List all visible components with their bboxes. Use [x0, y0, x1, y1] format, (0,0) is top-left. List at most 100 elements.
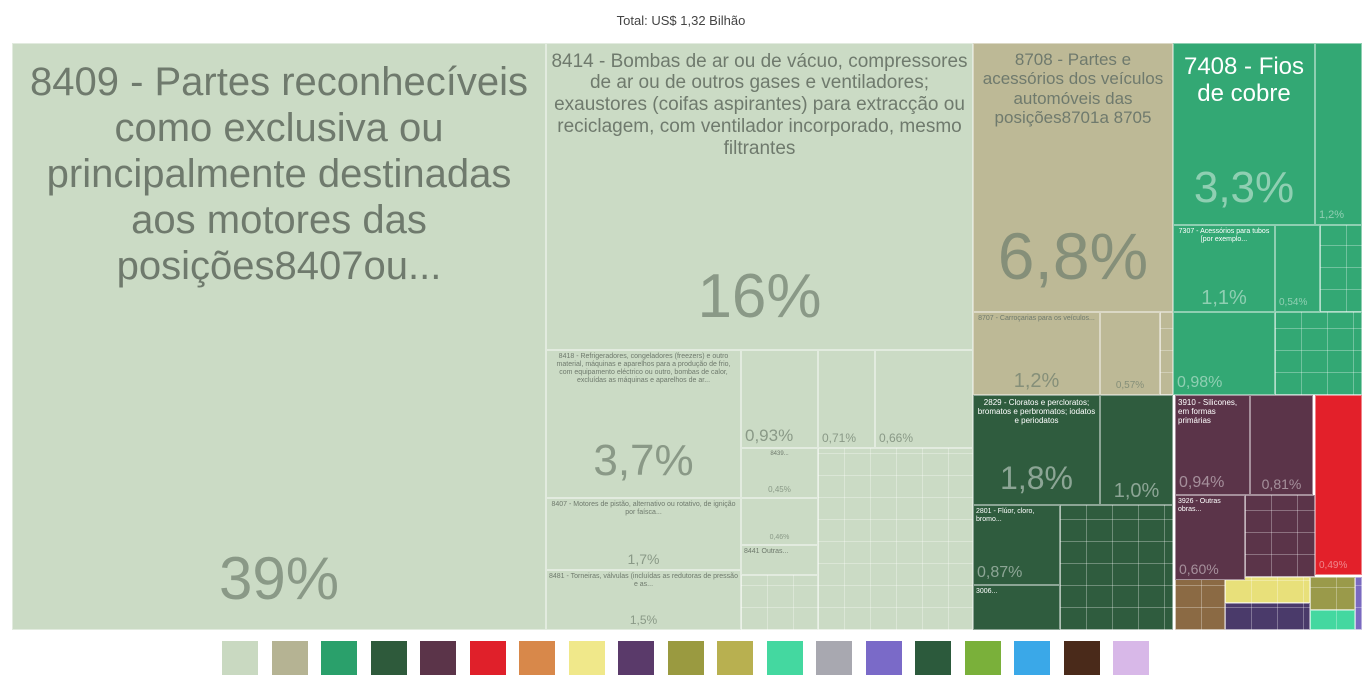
tile-label: 8409 - Partes reconhecíveis como exclusi…	[29, 60, 529, 288]
tile: 8407 - Motores de pistão, alternativo ou…	[546, 498, 741, 570]
tile: 8441 Outras...	[741, 545, 818, 575]
tile: 7307 - Acessórios para tubos [por exempl…	[1173, 225, 1275, 312]
tile-value-label: 0,94%	[1179, 474, 1225, 491]
tile: 8439... 0,45%	[741, 448, 818, 498]
small-tiles	[741, 575, 818, 630]
tile: 0,93%	[741, 350, 818, 448]
category-icon[interactable]	[766, 641, 803, 675]
tile-label: 8708 - Partes e acessórios dos veículos …	[982, 49, 1164, 128]
category-icon[interactable]	[915, 641, 951, 675]
chart-title: Total: US$ 1,32 Bilhão	[616, 13, 746, 28]
tile: 8481 - Torneiras, válvulas (incluídas as…	[546, 570, 741, 630]
tile-label: 8418 - Refrigeradores, congeladores (fre…	[556, 353, 731, 385]
tile: 3926 - Outras obras... 0,60%	[1175, 495, 1245, 580]
tile: 0,81%	[1250, 395, 1313, 495]
small-tiles	[1310, 610, 1355, 630]
tile-value-label: 1,8%	[1000, 459, 1073, 496]
tile: 0,98%	[1173, 312, 1275, 395]
tile: 0,71%	[818, 350, 875, 448]
category-icon[interactable]	[222, 641, 258, 675]
small-tiles	[1320, 225, 1362, 312]
tile-label: 7408 - Fios de cobre	[1183, 52, 1305, 108]
tile-label: 2829 - Cloratos e percloratos; bromatos …	[977, 398, 1096, 426]
category-icon[interactable]	[370, 641, 407, 675]
tile-label: 2801 - Flúor, cloro, bromo...	[976, 508, 1035, 524]
tile-value-label: 16%	[697, 262, 822, 332]
tile-value-label: 0,87%	[977, 564, 1023, 581]
category-icon[interactable]	[420, 641, 456, 675]
tile-value-label: 1,7%	[627, 551, 660, 567]
small-tiles	[1060, 505, 1173, 630]
small-tiles	[1175, 577, 1225, 630]
tile: 1,0%	[1100, 395, 1173, 505]
category-icon[interactable]	[1113, 641, 1149, 675]
tile-value-label: 1,5%	[629, 613, 658, 627]
category-icon[interactable]	[321, 641, 357, 675]
tile-value-label: 0,81%	[1261, 476, 1302, 492]
small-tiles	[1355, 577, 1362, 630]
tile-label: 7307 - Acessórios para tubos [por exempl…	[1178, 228, 1270, 244]
tile-value-label: 0,45%	[768, 485, 791, 494]
tile: 8414 - Bombas de ar ou de vácuo, compres…	[546, 43, 973, 350]
tile-value-label: 0,66%	[879, 431, 914, 445]
category-icon[interactable]	[717, 641, 753, 675]
small-tiles	[1310, 577, 1355, 610]
tile: 0,66%	[875, 350, 973, 448]
tile: 0,49%	[1315, 395, 1362, 575]
category-icon[interactable]	[964, 641, 1001, 675]
tile-label: 3926 - Outras obras...	[1178, 498, 1221, 514]
category-icon[interactable]	[618, 641, 654, 675]
tile: 1,2%	[1315, 43, 1362, 225]
category-icon[interactable]	[816, 641, 852, 675]
small-tiles	[1275, 312, 1362, 395]
small-tiles	[1160, 312, 1173, 395]
small-tiles	[818, 448, 973, 630]
tile-value-label: 0,54%	[1279, 297, 1308, 308]
tile-label: 8439...	[770, 451, 789, 457]
tile-value-label: 0,57%	[1115, 380, 1145, 391]
category-icon[interactable]	[1014, 641, 1050, 675]
tile-value-label: 6,8%	[997, 218, 1149, 293]
tile-value-label: 1,2%	[1319, 209, 1345, 221]
tile: 0,54%	[1275, 225, 1320, 312]
category-icon[interactable]	[1063, 641, 1100, 675]
tile: 7408 - Fios de cobre 3,3%	[1173, 43, 1315, 225]
tile-label: 8407 - Motores de pistão, alternativo ou…	[551, 501, 736, 517]
category-icon[interactable]	[519, 641, 555, 675]
tile: 0,57%	[1100, 312, 1160, 395]
tile: 8707 - Carroçarias para os veículos... 1,…	[973, 312, 1100, 395]
tile-label: 8441 Outras...	[744, 548, 789, 555]
tile-value-label: 0,60%	[1179, 561, 1219, 577]
tile-label: 8481 - Torneiras, válvulas (incluídas as…	[549, 573, 738, 589]
small-tiles	[1225, 603, 1310, 630]
small-tiles	[1245, 495, 1315, 577]
category-icon[interactable]	[865, 641, 902, 675]
category-icon[interactable]	[568, 641, 605, 675]
category-icon[interactable]	[271, 641, 308, 675]
small-tiles	[1225, 577, 1310, 603]
tile: 2801 - Flúor, cloro, bromo... 0,87%	[973, 505, 1060, 585]
tile-value-label: 39%	[218, 545, 340, 612]
tile-label: 3910 - Silicones, em formas primárias	[1178, 398, 1238, 426]
tile: 8418 - Refrigeradores, congeladores (fre…	[546, 350, 741, 498]
tile-label: 8414 - Bombas de ar ou de vácuo, compres…	[551, 50, 968, 159]
tile: 3006...	[973, 585, 1060, 630]
tile-value-label: 0,98%	[1177, 374, 1223, 391]
tile-value-label: 1,0%	[1113, 480, 1160, 502]
tile: 2829 - Cloratos e percloratos; bromatos …	[973, 395, 1100, 505]
tile-value-label: 0,46%	[769, 534, 790, 541]
category-icon[interactable]	[469, 641, 506, 675]
tile-value-label: 0,49%	[1319, 560, 1348, 571]
tile: 0,46%	[741, 498, 818, 545]
category-icon[interactable]	[667, 641, 704, 675]
tile: 8708 - Partes e acessórios dos veículos …	[973, 43, 1173, 312]
tile-value-label: 3,7%	[593, 435, 694, 485]
tile-value-label: 1,1%	[1201, 287, 1247, 309]
tile-value-label: 0,93%	[745, 426, 794, 445]
tile-value-label: 3,3%	[1193, 162, 1295, 212]
tile-label: 8707 - Carroçarias para os veículos...	[978, 315, 1095, 322]
tile-value-label: 0,71%	[822, 431, 857, 445]
tile-label: 3006...	[976, 588, 998, 595]
tile: 3910 - Silicones, em formas primárias 0,9…	[1175, 395, 1250, 495]
